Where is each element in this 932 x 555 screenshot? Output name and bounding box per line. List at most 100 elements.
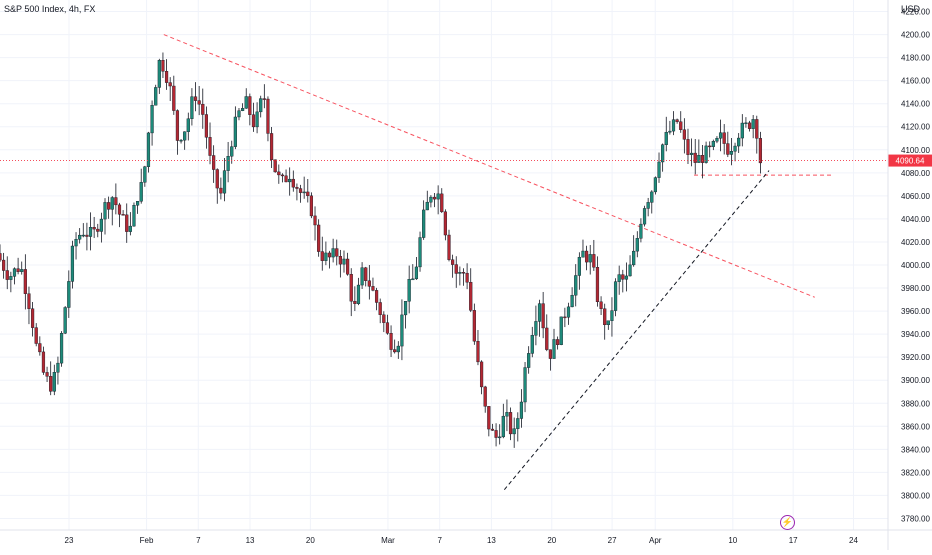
candle-body	[581, 250, 585, 258]
candle-body	[9, 276, 13, 280]
candle-body	[682, 129, 686, 140]
trendline[interactable]	[163, 34, 815, 298]
candle-body	[454, 264, 458, 274]
candle-body	[306, 191, 310, 197]
candle-body	[726, 143, 730, 155]
candle-body	[458, 272, 462, 274]
price-tick-label: 4000.00	[901, 261, 930, 270]
candle-body	[59, 333, 64, 364]
candle-body	[92, 227, 96, 230]
price-tick-label: 4060.00	[901, 192, 930, 201]
candle-body	[266, 98, 270, 134]
price-tick-label: 3920.00	[901, 353, 930, 362]
time-axis[interactable]: 623Feb71320Mar7132027Apr101724	[0, 529, 932, 545]
candle-body	[418, 237, 422, 268]
candle-body	[204, 114, 208, 138]
candle-body	[700, 155, 705, 163]
price-tick-label: 4180.00	[901, 54, 930, 63]
candle-body	[479, 361, 484, 388]
price-tick-label: 4100.00	[901, 146, 930, 155]
candle-body	[650, 191, 654, 203]
candle-body	[2, 259, 6, 271]
candle-body	[436, 193, 440, 200]
candle-body	[624, 275, 629, 280]
candle-body	[201, 103, 205, 115]
candle-body	[259, 98, 263, 113]
time-tick-label: 10	[728, 536, 737, 545]
candle-body	[16, 268, 20, 272]
candle-body	[313, 215, 317, 226]
candle-body	[498, 436, 502, 439]
candle-body	[465, 272, 469, 283]
candle-body	[527, 353, 531, 368]
candle-body	[733, 145, 737, 152]
candle-body	[20, 269, 24, 272]
candle-body	[367, 280, 371, 287]
candle-body	[353, 301, 357, 304]
candle-body	[248, 96, 252, 115]
price-tick-label: 4040.00	[901, 215, 930, 224]
candle-body	[661, 144, 665, 163]
price-tick-label: 4020.00	[901, 238, 930, 247]
candle-body	[378, 302, 382, 315]
time-tick-label: 20	[306, 536, 315, 545]
candle-body	[613, 281, 618, 311]
time-tick-label: 23	[65, 536, 74, 545]
price-axis[interactable]: 3780.00 3800.00 3820.00 3840.00 3860.00 3880.…	[887, 0, 930, 550]
candle-body	[512, 428, 516, 435]
candle-body	[164, 71, 169, 83]
candle-body	[215, 169, 219, 189]
candle-body	[534, 321, 538, 336]
candle-body	[273, 159, 277, 173]
candle-body	[451, 259, 455, 265]
candle-body	[360, 267, 364, 286]
candle-body	[251, 114, 256, 128]
lightning-icon[interactable]: ⚡	[780, 515, 795, 530]
time-tick-label: 20	[547, 536, 556, 545]
candle-body	[523, 367, 527, 403]
candle-body	[548, 349, 552, 359]
candle-body	[222, 170, 227, 194]
candle-body	[12, 268, 17, 277]
candle-body	[63, 307, 67, 334]
candle-body	[537, 303, 542, 322]
candle-body	[320, 251, 324, 261]
candle-body	[172, 85, 176, 111]
candle-body	[291, 178, 295, 188]
candle-body	[403, 301, 408, 316]
price-tick-label: 3820.00	[901, 468, 930, 477]
candle-body	[349, 274, 353, 302]
candle-body	[280, 174, 285, 177]
candle-body	[143, 166, 147, 183]
candle-body	[617, 274, 621, 282]
candle-body	[30, 308, 35, 328]
price-tick-label: 3880.00	[901, 399, 930, 408]
candle-body	[592, 254, 596, 268]
candle-body	[559, 316, 563, 345]
candle-body	[570, 294, 574, 308]
trendlines[interactable]	[163, 34, 832, 490]
candle-body	[432, 196, 437, 200]
candle-body	[588, 254, 592, 263]
candle-body	[755, 119, 759, 139]
trendline[interactable]	[503, 170, 770, 490]
candle-body	[132, 205, 136, 227]
candle-body	[121, 214, 125, 216]
candle-body	[45, 372, 49, 377]
candle-body	[577, 256, 581, 276]
candle-body	[751, 119, 755, 129]
candle-body	[718, 132, 723, 139]
candle-body	[429, 196, 433, 203]
candle-body	[487, 406, 491, 430]
candle-body	[230, 146, 234, 157]
candle-body	[657, 161, 661, 178]
time-tick-label: 7	[196, 536, 201, 545]
candle-body	[154, 87, 158, 106]
candle-body	[269, 133, 274, 160]
candle-body	[595, 267, 600, 303]
candle-body	[27, 293, 31, 309]
candle-body	[288, 178, 292, 183]
candle-body	[443, 211, 447, 236]
